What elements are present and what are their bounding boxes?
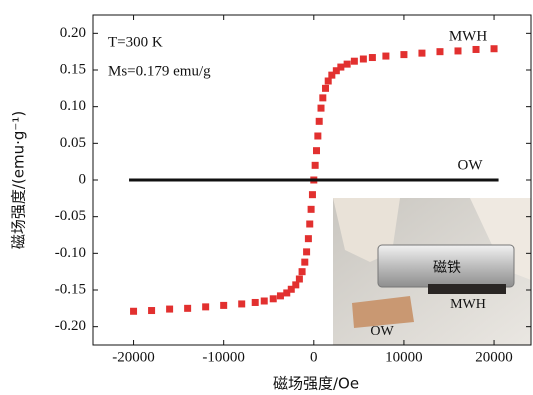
data-point	[314, 133, 321, 140]
x-tick-label: 0	[310, 349, 318, 365]
data-point	[455, 47, 462, 54]
x-axis-title: 磁场强度/Oe	[273, 375, 359, 393]
y-tick-label: 0.15	[60, 61, 86, 77]
data-point	[491, 45, 498, 52]
data-point	[473, 46, 480, 53]
x-tick-label: -20000	[112, 349, 155, 365]
data-point	[184, 305, 191, 312]
data-point	[270, 295, 277, 302]
x-tick-label: 10000	[385, 349, 423, 365]
data-point	[309, 191, 316, 198]
data-point	[369, 54, 376, 61]
annotation: T=300 K	[108, 34, 163, 50]
data-point	[400, 51, 407, 58]
data-point	[202, 303, 209, 310]
annotation: Ms=0.179 emu/g	[108, 63, 211, 79]
data-point	[337, 64, 344, 71]
inset-label: 磁铁	[433, 260, 461, 276]
data-point	[344, 61, 351, 68]
data-point	[322, 85, 329, 92]
y-tick-label: -0.20	[55, 318, 86, 334]
data-point	[277, 292, 284, 299]
x-tick-label: -10000	[202, 349, 245, 365]
inset-photo	[333, 198, 531, 345]
y-tick-label: 0.10	[60, 98, 86, 114]
data-point	[308, 206, 315, 213]
y-tick-label: 0.05	[60, 135, 86, 151]
data-point	[252, 299, 259, 306]
x-tick-label: 20000	[475, 349, 513, 365]
data-point	[299, 268, 306, 275]
data-point	[318, 105, 325, 112]
data-point	[382, 53, 389, 60]
data-point	[261, 298, 268, 305]
y-tick-label: -0.05	[55, 208, 86, 224]
data-point	[148, 307, 155, 314]
data-point	[436, 48, 443, 55]
data-point	[296, 276, 303, 283]
data-point	[319, 94, 326, 101]
data-point	[313, 147, 320, 154]
data-point	[351, 58, 358, 65]
y-tick-label: -0.15	[55, 281, 86, 297]
data-point	[166, 306, 173, 313]
data-point	[303, 248, 310, 255]
inset-label: OW	[370, 324, 394, 339]
data-point	[220, 302, 227, 309]
annotation: OW	[458, 157, 484, 173]
data-point	[306, 221, 313, 228]
y-axis-title: 磁场强度/(emu·g⁻¹)	[10, 111, 28, 249]
data-point	[130, 308, 137, 315]
data-point	[305, 235, 312, 242]
inset-label: MWH	[450, 297, 486, 312]
y-tick-label: 0	[79, 171, 87, 187]
data-point	[238, 300, 245, 307]
data-point	[360, 56, 367, 63]
data-point	[316, 118, 323, 125]
data-point	[301, 259, 308, 266]
y-tick-label: -0.10	[55, 245, 86, 261]
annotation: MWH	[449, 28, 487, 44]
data-point	[418, 50, 425, 57]
chart: 磁铁 MWH OW T=300 K Ms=0.179 emu/g MWH OW …	[0, 0, 533, 395]
y-tick-label: 0.20	[60, 25, 86, 41]
data-point	[312, 162, 319, 169]
